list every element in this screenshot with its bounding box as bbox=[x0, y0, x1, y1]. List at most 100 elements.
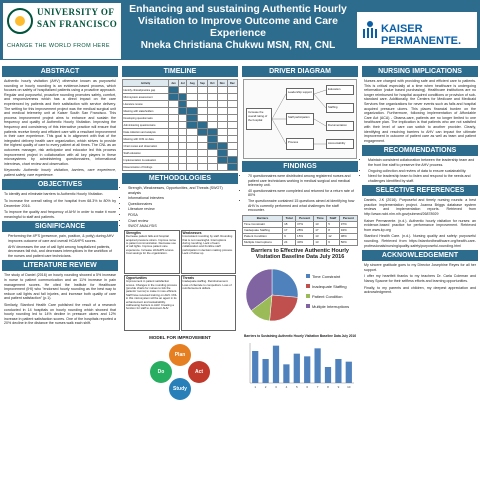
timeline-cell bbox=[207, 93, 218, 101]
column-3: DRIVER DIAGRAM Increase the overall rati… bbox=[241, 64, 359, 478]
timeline-cell bbox=[196, 128, 209, 136]
pie-chart: Time Constraint Inadequate Staffing Patien… bbox=[245, 268, 349, 321]
timeline-cell bbox=[196, 142, 209, 150]
usf-seal-icon bbox=[7, 8, 33, 34]
barriers-table: Barriers Total Percent Time Staff Percen… bbox=[241, 214, 359, 246]
timeline-cell bbox=[196, 149, 209, 157]
literature-header: LITERATURE REVIEW bbox=[2, 260, 118, 272]
list-item: AHV decreases the use of call light amon… bbox=[8, 245, 116, 259]
table-cell: Multiple Interruptions bbox=[241, 238, 284, 246]
acknowledgement-text: My sincere gratitude goes to my Director… bbox=[362, 263, 478, 295]
timeline-cell bbox=[168, 156, 179, 164]
list-item: Informational interview bbox=[128, 196, 236, 201]
timeline-cell bbox=[186, 128, 198, 136]
timeline-cell bbox=[196, 100, 209, 108]
table-row: Activity Jun Jul Aug Sep Oct Nov Dec bbox=[122, 79, 239, 87]
acknowledgement-paragraph-2: I offer my heartfelt thanks to my teache… bbox=[364, 274, 476, 283]
timeline-cell bbox=[186, 86, 198, 94]
timeline-cell bbox=[216, 156, 228, 164]
list-item: The questionnaire contained 15 questions… bbox=[248, 199, 356, 213]
x-tick-label: 8 bbox=[327, 385, 329, 389]
timeline-cell bbox=[216, 121, 228, 129]
list-item: 70 questionnaires were distributed among… bbox=[248, 174, 356, 188]
usf-tagline: CHANGE THE WORLD FROM HERE bbox=[7, 43, 110, 49]
timeline-cell bbox=[168, 114, 179, 122]
bar bbox=[262, 358, 269, 383]
pie-slice bbox=[245, 268, 273, 311]
significance-list: Performing the 4P'S (presence, pain, pos… bbox=[2, 234, 118, 258]
table-row: Patient Condition 9 15% 13 12 38% bbox=[241, 232, 359, 240]
kaiser-logo: KAISER PERMANENTE. bbox=[357, 12, 477, 48]
findings-list: 70 questionnaires were distributed among… bbox=[242, 174, 358, 213]
timeline-cell bbox=[186, 100, 198, 108]
legend-swatch bbox=[306, 273, 310, 278]
pdsa-do: Do bbox=[150, 360, 172, 383]
swot-threats: Threats Inadequate staffing. Reimbursemen… bbox=[180, 274, 236, 331]
driver-connectors bbox=[271, 89, 327, 145]
timeline-header: TIMELINE bbox=[122, 66, 238, 77]
swot-opportunities: Opportunities Improvement in patient sati… bbox=[124, 274, 180, 331]
table-header-cell: Jun bbox=[168, 79, 179, 87]
bar bbox=[272, 345, 280, 383]
table-cell: 40% bbox=[295, 238, 315, 246]
timeline-cell bbox=[186, 142, 198, 150]
references-text: Daniels, J.K (2016). Purposeful and time… bbox=[362, 198, 478, 248]
table-row: Multiple Interruptions 24 40% 13 6 50% bbox=[241, 238, 359, 246]
timeline-cell bbox=[216, 93, 228, 101]
timeline-cell bbox=[226, 142, 239, 150]
timeline-activity: Meeting with CNS on data bbox=[122, 135, 169, 143]
timeline-cell bbox=[177, 86, 188, 94]
timeline-cell bbox=[207, 135, 218, 143]
timeline-cell bbox=[226, 86, 239, 94]
legend-swatch bbox=[306, 303, 310, 308]
nursing-header: NURSING IMPLICATIONS bbox=[362, 66, 478, 77]
timeline-cell bbox=[177, 121, 188, 129]
model-title: MODEL FOR IMPROVEMENT bbox=[149, 334, 211, 340]
timeline-cell bbox=[177, 100, 188, 108]
swot-strengths: Strengths Decrease patient falls and hosp… bbox=[124, 229, 180, 274]
pdsa-cycle: Plan Do Study Act bbox=[150, 343, 210, 400]
legend-label: Patient Condition bbox=[312, 294, 342, 299]
pdsa-act: Act bbox=[188, 360, 210, 383]
literature-text: The study of Daniel (2016) on hourly rou… bbox=[2, 273, 118, 326]
list-item: Ongoing collection and review of data to… bbox=[368, 169, 476, 174]
methodologies-header: METHODOLOGIES bbox=[122, 173, 238, 184]
pie-slice bbox=[271, 268, 299, 298]
nursing-text: Nurses are charged with providing safe a… bbox=[362, 79, 478, 143]
timeline-cell bbox=[168, 93, 179, 101]
reference-item: Kaiser Permanente. (n.d.). Authentic hou… bbox=[364, 218, 476, 232]
driver-header: DRIVER DIAGRAM bbox=[242, 66, 358, 77]
timeline-cell bbox=[207, 156, 218, 164]
timeline-cell bbox=[196, 93, 209, 101]
timeline-cell bbox=[186, 114, 198, 122]
literature-paragraph-2: Similarly, Stanford Health Care publishe… bbox=[4, 302, 116, 326]
timeline-activity: Implementation & evaluation bbox=[122, 156, 169, 164]
table-row: Literature review bbox=[122, 100, 239, 108]
x-tick-label: 10 bbox=[347, 385, 351, 389]
table-header-cell: Activity bbox=[122, 79, 169, 87]
timeline-cell bbox=[207, 128, 218, 136]
timeline-cell bbox=[186, 107, 198, 115]
timeline-cell bbox=[177, 114, 188, 122]
timeline-cell bbox=[168, 121, 179, 129]
timeline-cell bbox=[168, 135, 179, 143]
pdsa-plan: Plan bbox=[169, 343, 191, 366]
reference-item: Stanford Health Care. (n.d.). Nursing qu… bbox=[364, 234, 476, 248]
timeline-cell bbox=[177, 93, 188, 101]
bar bbox=[304, 356, 311, 383]
list-item: PDSA bbox=[128, 213, 236, 218]
objective-2: To increase the overall rating of the ho… bbox=[4, 199, 116, 208]
list-item: Strength, Weaknesses, Opportunities, and… bbox=[128, 186, 236, 195]
driver-primary-1: Leadership support bbox=[286, 88, 314, 100]
timeline-activity: Dissemination of findings bbox=[122, 163, 169, 171]
timeline-cell bbox=[168, 86, 179, 94]
driver-secondary-2: Staffing bbox=[326, 103, 354, 113]
usf-logo-line2: SAN FRANCISCO bbox=[37, 19, 118, 29]
table-row: Barriers Total Percent Time Staff Percen… bbox=[241, 214, 359, 222]
timeline-cell bbox=[226, 107, 239, 115]
timeline-cell bbox=[196, 107, 209, 115]
timeline-cell bbox=[177, 163, 188, 171]
x-tick-label: 4 bbox=[286, 385, 288, 389]
timeline-activity: Identify clinical/practice gap bbox=[122, 86, 169, 94]
driver-secondary-4: Accountability bbox=[326, 139, 354, 149]
